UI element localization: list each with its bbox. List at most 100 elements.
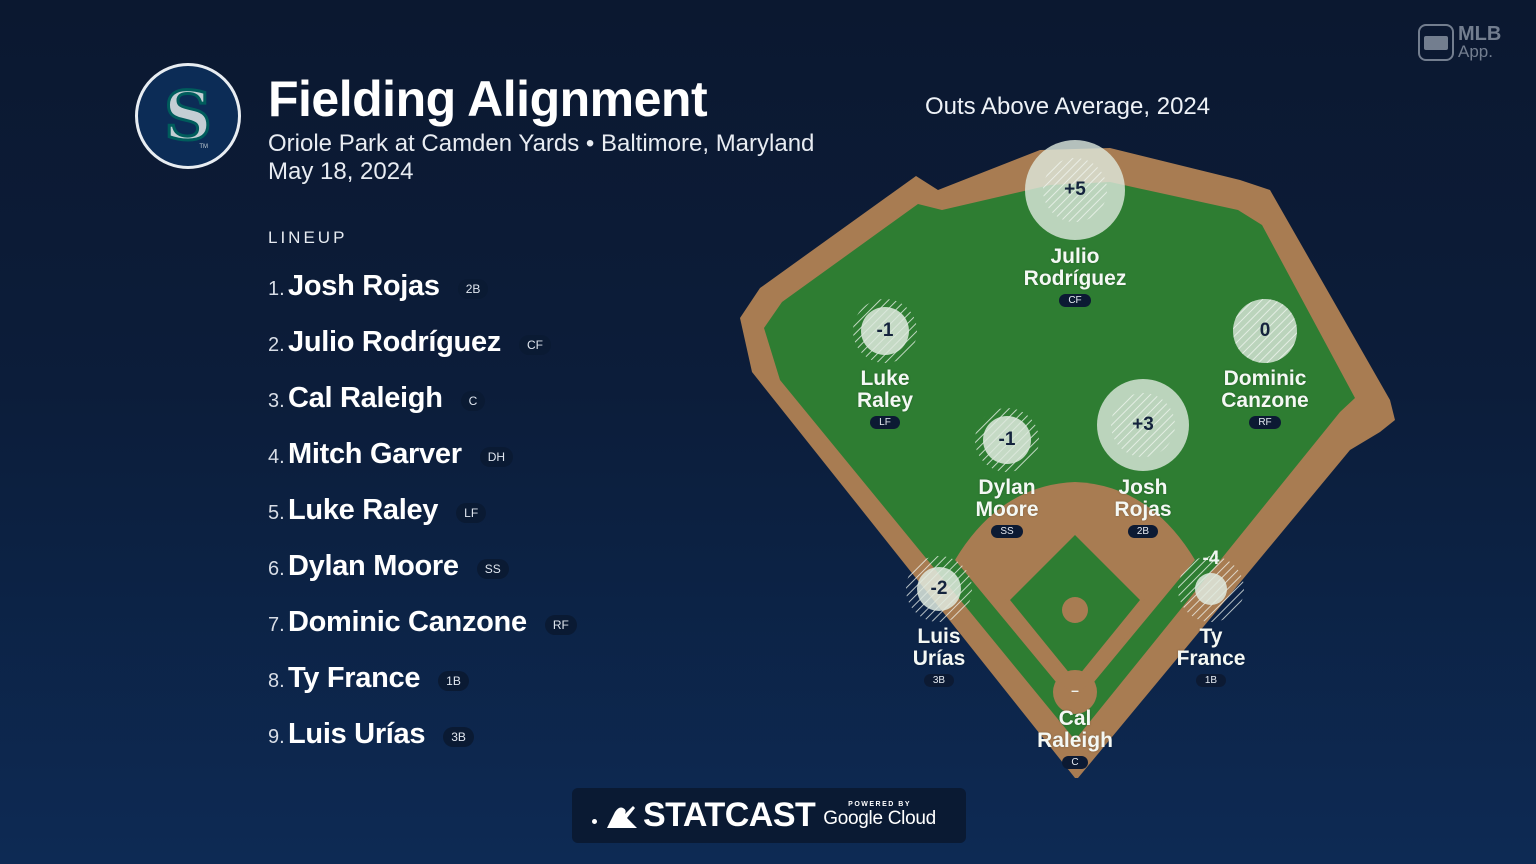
page-title: Fielding Alignment: [268, 71, 708, 127]
field-player-ss: Dylan Moore SS: [927, 477, 1087, 539]
position-badge: 1B: [438, 671, 469, 691]
batting-order: 3.: [268, 389, 285, 412]
player-name: Josh Rojas: [288, 269, 440, 302]
field-player-cf: Julio Rodríguez CF: [995, 246, 1155, 308]
mlb-logo-icon: [1418, 24, 1454, 61]
google-cloud-wordmark: Google Cloud: [823, 808, 936, 829]
position-badge: 3B: [923, 674, 955, 687]
powered-by-label: POWERED BY: [848, 801, 911, 808]
player-name: Dominic Canzone: [288, 605, 527, 638]
oaa-value-c: –: [1071, 682, 1079, 698]
batting-order: 5.: [268, 501, 285, 524]
field-player-2b: Josh Rojas 2B: [1063, 477, 1223, 539]
position-badge: SS: [476, 559, 509, 579]
batting-order: 1.: [268, 277, 285, 300]
batting-order: 6.: [268, 557, 285, 580]
oaa-bubble-1b: [1195, 573, 1227, 605]
oaa-bubble-ss: [983, 416, 1031, 464]
position-badge: LF: [870, 416, 900, 429]
player-name: Luis Urías: [288, 717, 426, 750]
position-badge: 3B: [443, 727, 474, 747]
lineup-item: 8. Ty France 1B: [268, 650, 577, 706]
batting-order: 9.: [268, 725, 285, 748]
game-info: Oriole Park at Camden Yards • Baltimore,…: [268, 130, 814, 186]
player-name: Julio Rodríguez: [288, 325, 502, 358]
oaa-value-2b: +3: [1132, 414, 1154, 435]
lineup-item: 7. Dominic Canzone RF: [268, 594, 577, 650]
pitchers-mound: [1062, 597, 1088, 623]
player-last-name: Canzone: [1221, 389, 1309, 412]
field-player-c: Cal Raleigh C: [995, 708, 1155, 770]
player-name: Ty France: [288, 661, 421, 694]
field-player-3b: Luis Urías 3B: [859, 626, 1019, 688]
field-player-lf: Luke Raley LF: [805, 368, 965, 430]
position-badge: RF: [544, 615, 577, 635]
position-badge: C: [460, 391, 486, 411]
oaa-value-3b: -2: [930, 578, 948, 599]
oaa-bubble-lf: [861, 307, 909, 355]
player-first-name: Dominic: [1223, 367, 1307, 390]
player-first-name: Ty: [1199, 625, 1223, 648]
player-name: Dylan Moore: [288, 549, 459, 582]
batting-order: 4.: [268, 445, 285, 468]
player-first-name: Luke: [860, 367, 910, 390]
lineup-item: 2. Julio Rodríguez CF: [268, 314, 577, 370]
player-first-name: Josh: [1118, 476, 1168, 499]
position-badge: RF: [1249, 416, 1281, 429]
position-badge: DH: [479, 447, 514, 467]
position-badge: 1B: [1195, 674, 1227, 687]
position-badge: C: [1062, 756, 1088, 769]
lineup-item: 6. Dylan Moore SS: [268, 538, 577, 594]
player-last-name: Moore: [975, 498, 1039, 521]
player-last-name: Rojas: [1114, 498, 1172, 521]
player-last-name: Raley: [856, 389, 914, 412]
oaa-bubble-3b: [917, 567, 961, 611]
position-badge: CF: [519, 335, 552, 355]
player-first-name: Dylan: [978, 476, 1036, 499]
field-player-1b: Ty France 1B: [1131, 626, 1291, 688]
lineup-item: 4. Mitch Garver DH: [268, 426, 577, 482]
oaa-value-ss: -1: [998, 429, 1016, 450]
position-badge: 2B: [1127, 525, 1159, 538]
trademark-mark: TM: [199, 144, 208, 150]
player-name: Cal Raleigh: [288, 381, 443, 414]
player-first-name: Luis: [917, 625, 961, 648]
batting-order: 2.: [268, 333, 285, 356]
player-first-name: Julio: [1050, 245, 1100, 268]
lineup-list: 1. Josh Rojas 2B 2. Julio Rodríguez CF 3…: [268, 258, 577, 762]
player-first-name: Cal: [1058, 707, 1092, 730]
lineup-item: 5. Luke Raley LF: [268, 482, 577, 538]
lineup-heading: LINEUP: [268, 228, 348, 247]
mlb-batter-logo-icon: [607, 805, 637, 828]
mlb-app-line2: App.: [1458, 41, 1493, 61]
lineup-item: 1. Josh Rojas 2B: [268, 258, 577, 314]
batting-order: 7.: [268, 613, 285, 636]
player-last-name: Raleigh: [1037, 729, 1113, 752]
bullet-dot: [592, 819, 597, 824]
game-date: May 18, 2024: [268, 158, 414, 185]
statcast-branding: STATCAST POWERED BY Google Cloud: [572, 788, 966, 843]
player-name: Luke Raley: [288, 493, 439, 526]
team-logo: S TM: [135, 63, 241, 169]
position-badge: CF: [1059, 294, 1091, 307]
oaa-value-1b: -4: [1202, 548, 1220, 569]
oaa-value-lf: -1: [876, 320, 894, 341]
statcast-wordmark: STATCAST: [643, 796, 816, 834]
field-chart-title: Outs Above Average, 2024: [925, 93, 1211, 120]
mlb-app-badge: MLB App.: [1418, 24, 1501, 61]
oaa-value-cf: +5: [1064, 179, 1086, 200]
player-last-name: France: [1176, 647, 1246, 670]
oaa-value-rf: 0: [1259, 320, 1271, 341]
mariners-logo-icon: S: [163, 77, 214, 155]
lineup-item: 3. Cal Raleigh C: [268, 370, 577, 426]
position-badge: LF: [456, 503, 487, 523]
venue-line: Oriole Park at Camden Yards • Baltimore,…: [268, 130, 815, 157]
player-last-name: Urías: [912, 647, 966, 670]
field-player-rf: Dominic Canzone RF: [1185, 368, 1345, 430]
position-badge: SS: [991, 525, 1023, 538]
position-badge: 2B: [457, 279, 489, 299]
lineup-item: 9. Luis Urías 3B: [268, 706, 577, 762]
player-last-name: Rodríguez: [1023, 267, 1127, 290]
player-name: Mitch Garver: [288, 437, 462, 470]
